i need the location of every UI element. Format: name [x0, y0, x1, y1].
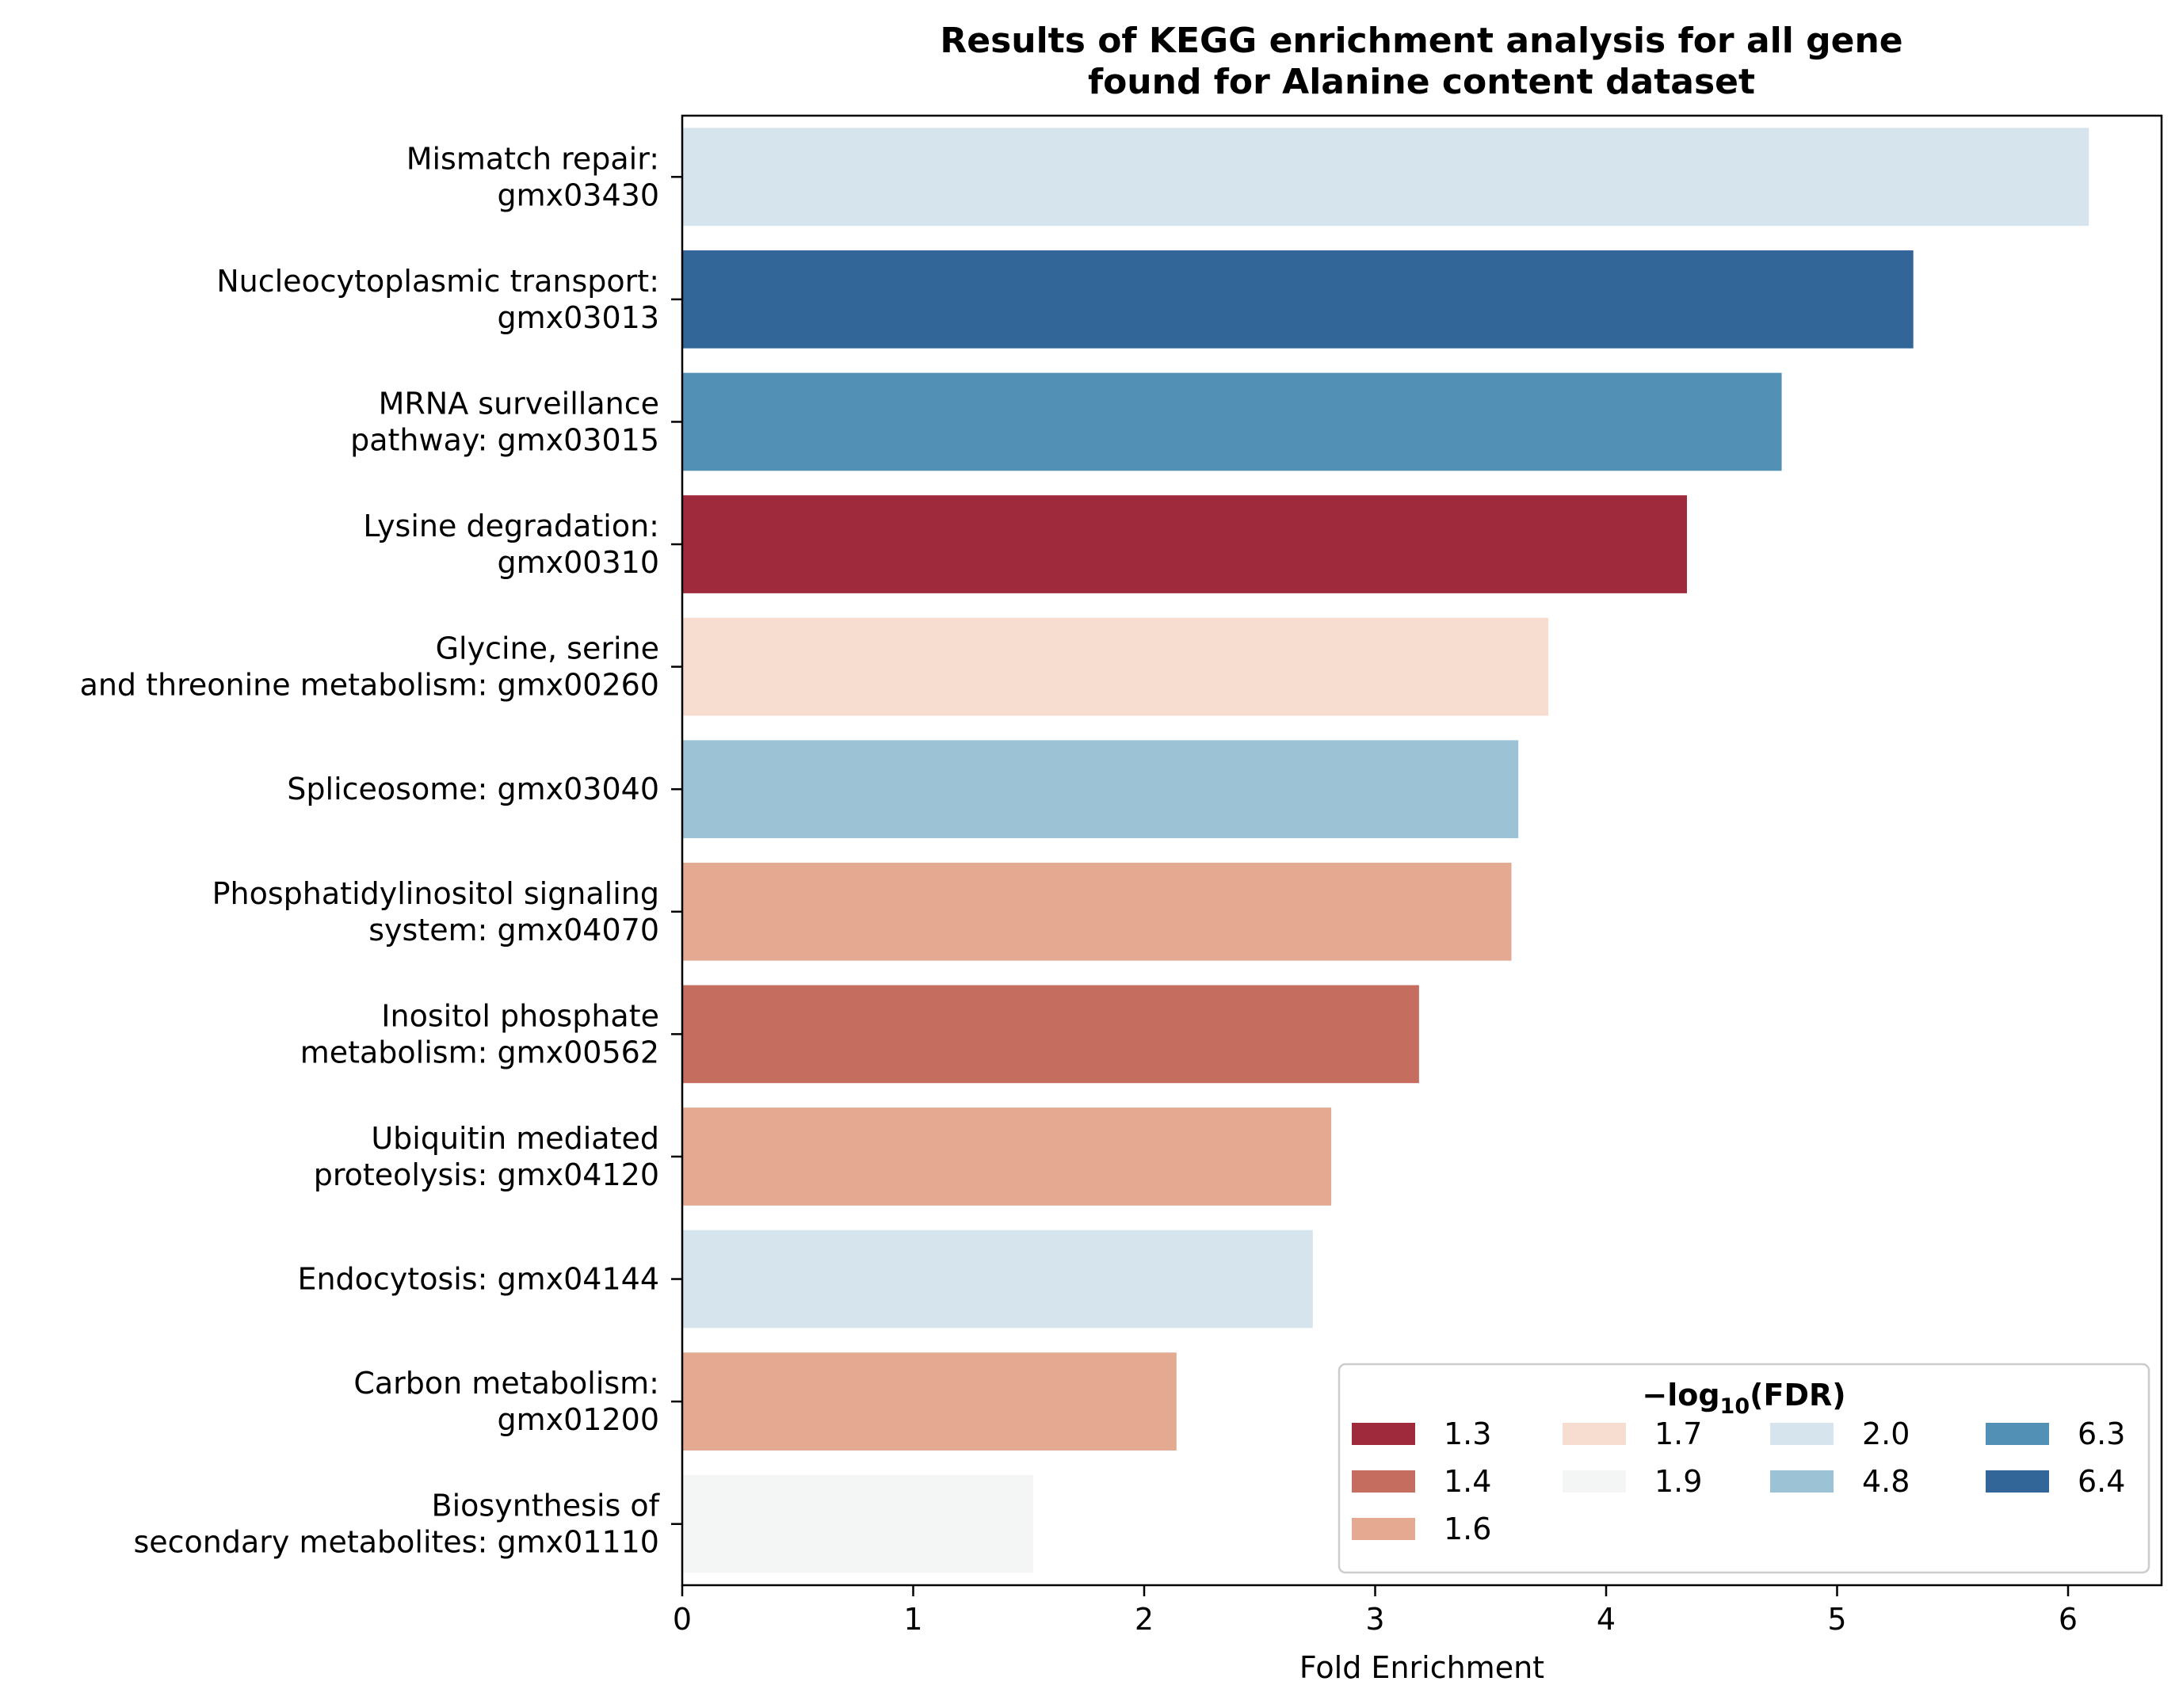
- category-label-2: Nucleocytoplasmic transport: gmx03013: [216, 264, 659, 335]
- x-tick-label-6: 6: [2059, 1602, 2078, 1637]
- legend-swatch-6.3: [1986, 1423, 2049, 1445]
- bar-10: [682, 1230, 1313, 1329]
- chart-title: Results of KEGG enrichment analysis for …: [940, 21, 1902, 102]
- x-tick-label-0: 0: [673, 1602, 692, 1637]
- category-label-8: Inositol phosphate metabolism: gmx00562: [300, 998, 659, 1069]
- category-label-7: Phosphatidylinositol signaling system: gm…: [212, 876, 659, 947]
- bar-3: [682, 372, 1782, 471]
- x-tick-label-5: 5: [1827, 1602, 1846, 1637]
- x-tick-label-4: 4: [1597, 1602, 1616, 1637]
- bar-1: [682, 128, 2089, 227]
- category-label-12: Biosynthesis of secondary metabolites: gm…: [133, 1489, 660, 1560]
- category-label-9: Ubiquitin mediated proteolysis: gmx04120: [314, 1121, 659, 1192]
- legend-label-1.3: 1.3: [1444, 1416, 1491, 1451]
- legend-swatch-1.6: [1352, 1518, 1415, 1540]
- chart-title-line-1: Results of KEGG enrichment analysis for …: [940, 21, 1902, 61]
- chart-title-line-2: found for Alanine content dataset: [1088, 62, 1755, 102]
- legend-label-1.7: 1.7: [1654, 1416, 1702, 1451]
- legend-swatch-1.9: [1563, 1470, 1626, 1493]
- bar-2: [682, 250, 1914, 349]
- category-label-5: Glycine, serine and threonine metabolism:…: [80, 631, 659, 703]
- bar-5: [682, 617, 1549, 716]
- bar-9: [682, 1108, 1332, 1206]
- x-axis-label-text: Fold Enrichment: [1299, 1650, 1544, 1685]
- category-label-10: Endocytosis: gmx04144: [297, 1262, 659, 1297]
- category-label-6: Spliceosome: gmx03040: [287, 772, 659, 806]
- x-axis-label: Fold Enrichment: [1299, 1650, 1544, 1685]
- category-label-1: Mismatch repair: gmx03430: [406, 141, 659, 212]
- legend-title: −log10(FDR): [1642, 1378, 1845, 1419]
- plot-frame: [681, 114, 2163, 1587]
- legend: −log10(FDR) 1.3 1.4 1.6 1.7 1.9 2.0 4.8 6.3 6.4: [1338, 1363, 2150, 1574]
- legend-label-1.6: 1.6: [1444, 1512, 1491, 1546]
- legend-label-1.9: 1.9: [1654, 1464, 1702, 1499]
- category-label-3: MRNA surveillance pathway: gmx03015: [350, 386, 659, 457]
- legend-swatch-2.0: [1770, 1423, 1834, 1445]
- category-label-4: Lysine degradation: gmx00310: [363, 509, 659, 580]
- plot-border: [681, 114, 2163, 1587]
- x-tick-label-1: 1: [903, 1602, 922, 1637]
- legend-label-4.8: 4.8: [1862, 1464, 1910, 1499]
- legend-swatch-4.8: [1770, 1470, 1834, 1493]
- legend-swatch-1.7: [1563, 1423, 1626, 1445]
- legend-label-1.4: 1.4: [1444, 1464, 1491, 1499]
- bar-8: [682, 985, 1419, 1084]
- bar-7: [682, 862, 1512, 961]
- legend-box: [1338, 1363, 2150, 1574]
- bar-4: [682, 495, 1688, 593]
- legend-swatch-1.3: [1352, 1423, 1415, 1445]
- bar-12: [682, 1474, 1034, 1573]
- legend-swatch-1.4: [1352, 1470, 1415, 1493]
- x-tick-label-2: 2: [1135, 1602, 1154, 1637]
- legend-label-6.4: 6.4: [2078, 1464, 2125, 1499]
- legend-label-6.3: 6.3: [2078, 1416, 2125, 1451]
- category-labels: Mismatch repair: gmx03430 Nucleocytoplasmi…: [80, 141, 682, 1560]
- x-axis-ticks: 0 1 2 3 4 5 6: [673, 1585, 2078, 1637]
- legend-swatch-6.4: [1986, 1470, 2049, 1493]
- category-label-11: Carbon metabolism: gmx01200: [353, 1366, 659, 1437]
- bar-11: [682, 1352, 1177, 1451]
- bars: [682, 128, 2089, 1573]
- legend-label-2.0: 2.0: [1862, 1416, 1910, 1451]
- bar-6: [682, 740, 1519, 839]
- x-tick-label-3: 3: [1365, 1602, 1384, 1637]
